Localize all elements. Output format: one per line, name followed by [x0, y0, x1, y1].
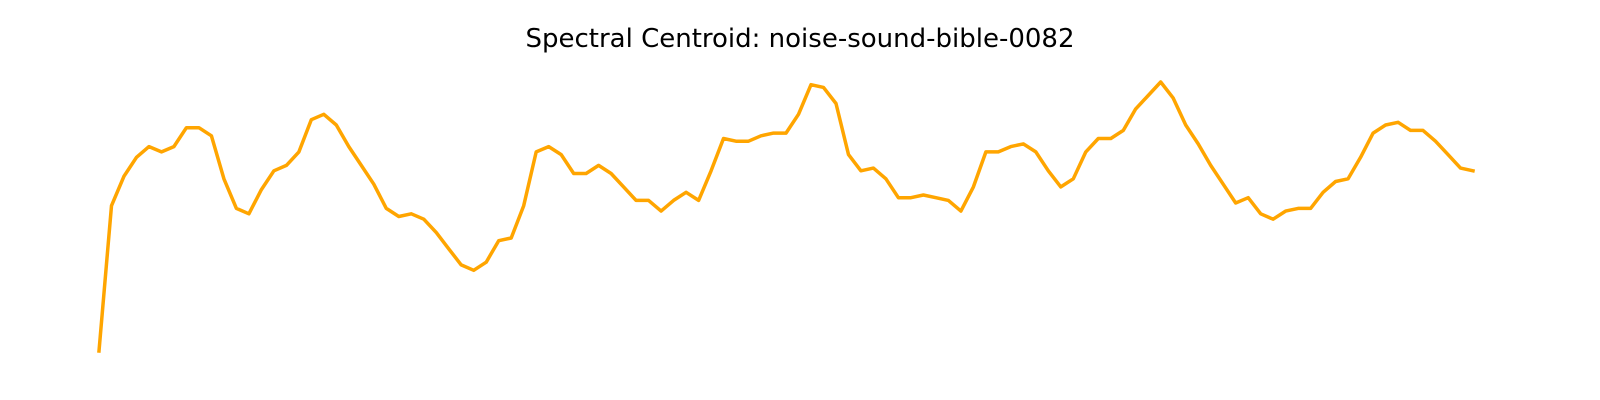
series-layer — [97, 80, 1476, 353]
chart-title: Spectral Centroid: noise-sound-bible-008… — [525, 24, 1075, 54]
series-line-0 — [97, 80, 1476, 353]
